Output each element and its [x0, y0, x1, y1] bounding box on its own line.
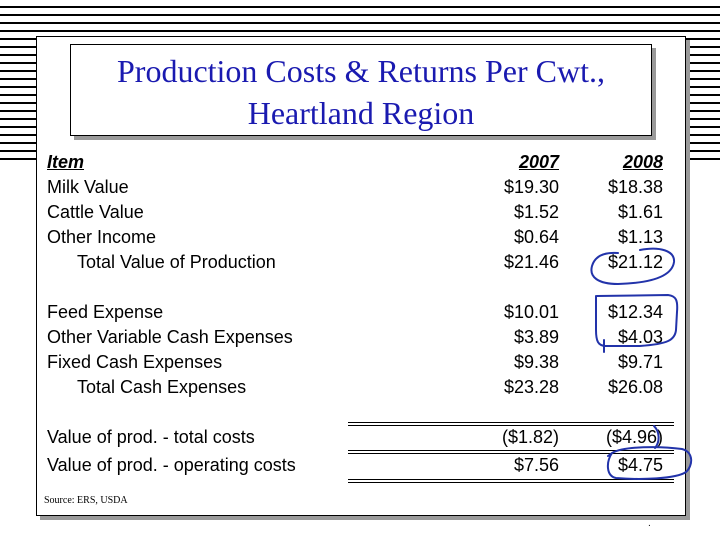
circle-annotation-operating-costs	[608, 447, 691, 479]
box-annotation-feed-expense	[596, 295, 677, 352]
circle-annotation-total-value	[591, 249, 674, 284]
paren-annotation-total-costs	[654, 426, 659, 448]
